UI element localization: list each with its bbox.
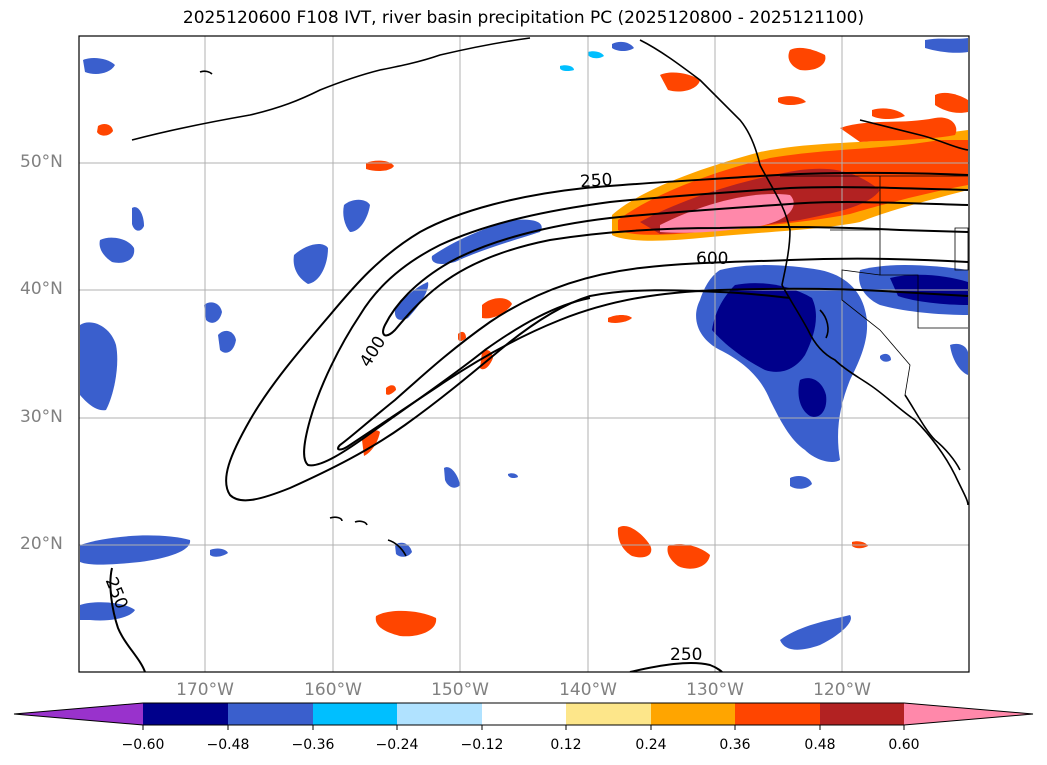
contour-label-400: 400 xyxy=(356,333,390,371)
lon-label-130w: 130°W xyxy=(686,680,744,700)
colorbar-tick: −0.60 xyxy=(121,737,165,753)
colorbar-segment xyxy=(651,703,735,725)
graticule xyxy=(79,36,969,672)
map-title: 2025120600 F108 IVT, river basin precipi… xyxy=(182,8,865,28)
colorbar-tick: −0.24 xyxy=(375,737,419,753)
lon-label-150w: 150°W xyxy=(431,680,489,700)
colorbar-tick: 0.24 xyxy=(635,737,667,753)
map-area xyxy=(79,36,969,672)
colorbar-extend-high xyxy=(904,703,1033,725)
colorbar-segment xyxy=(820,703,904,725)
ivt-contours xyxy=(109,171,969,672)
lon-label-120w: 120°W xyxy=(813,680,871,700)
coastline xyxy=(131,37,969,557)
colorbar-segment xyxy=(735,703,820,725)
colorbar xyxy=(13,702,1034,730)
contour-label-250-top: 250 xyxy=(579,170,613,192)
colorbar-segment xyxy=(313,703,397,725)
lat-label-40n: 40°N xyxy=(20,279,63,299)
lat-label-50n: 50°N xyxy=(20,152,63,172)
contour-label-250-bottom: 250 xyxy=(670,645,702,665)
precip-negative-region xyxy=(80,38,968,650)
colorbar-tick: 0.36 xyxy=(719,737,751,753)
colorbar-tick: −0.36 xyxy=(291,737,335,753)
lat-label-30n: 30°N xyxy=(20,407,63,427)
colorbar-tick: 0.60 xyxy=(888,737,920,753)
colorbar-segment xyxy=(143,703,228,725)
colorbar-segment xyxy=(482,703,566,725)
map-frame xyxy=(78,35,970,673)
colorbar-segment xyxy=(566,703,651,725)
colorbar-tick: 0.48 xyxy=(804,737,836,753)
political-borders xyxy=(780,175,969,396)
lon-label-160w: 160°W xyxy=(304,680,362,700)
colorbar-segment xyxy=(397,703,482,725)
lon-label-140w: 140°W xyxy=(559,680,617,700)
colorbar-extend-low xyxy=(14,703,143,725)
colorbar-segment xyxy=(228,703,313,725)
colorbar-tick: −0.12 xyxy=(460,737,504,753)
colorbar-tick: 0.12 xyxy=(550,737,582,753)
colorbar-tick: −0.48 xyxy=(206,737,250,753)
lon-label-170w: 170°W xyxy=(176,680,234,700)
lat-label-20n: 20°N xyxy=(20,534,63,554)
contour-label-600: 600 xyxy=(696,249,728,269)
